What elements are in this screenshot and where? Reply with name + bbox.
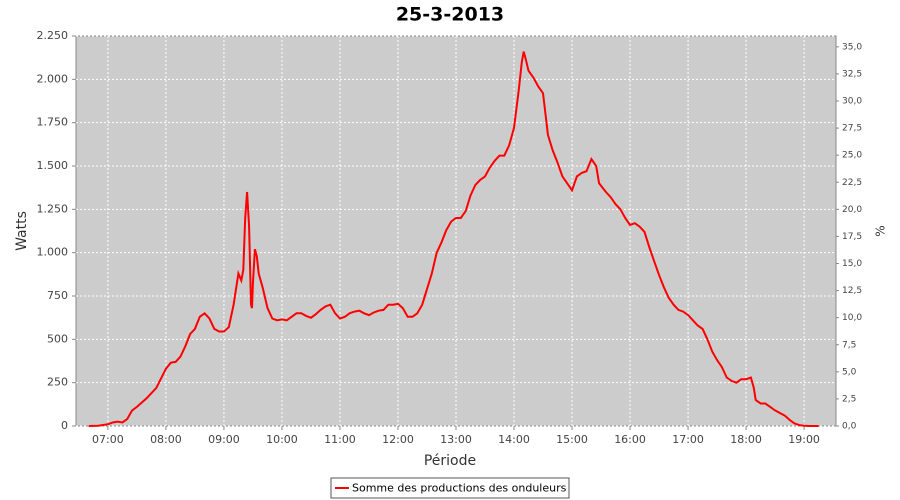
x-tick-label: 16:00 [614, 433, 646, 446]
y2-tick-label: 27,5 [842, 124, 862, 134]
y2-tick-label: 25,0 [842, 151, 862, 161]
y2-tick-label: 2,5 [842, 394, 856, 404]
y-tick-label: 500 [47, 332, 68, 345]
y-tick-label: 2.000 [37, 72, 69, 85]
y2-axis-label: % [874, 225, 888, 236]
y2-tick-label: 35,0 [842, 42, 862, 52]
chart-title: 25-3-2013 [396, 4, 504, 26]
y2-tick-label: 5,0 [842, 367, 857, 377]
y-tick-label: 0 [61, 419, 68, 432]
y2-tick-label: 15,0 [842, 259, 862, 269]
y2-tick-label: 12,5 [842, 286, 862, 296]
x-tick-label: 12:00 [382, 433, 414, 446]
x-tick-label: 15:00 [556, 433, 588, 446]
x-tick-label: 14:00 [498, 433, 530, 446]
x-tick-label: 09:00 [208, 433, 240, 446]
y-tick-label: 1.750 [37, 116, 69, 129]
x-tick-label: 07:00 [92, 433, 124, 446]
y-tick-label: 1.000 [37, 246, 69, 259]
y-tick-label: 1.500 [37, 159, 69, 172]
y2-tick-label: 22,5 [842, 178, 862, 188]
y2-tick-label: 20,0 [842, 205, 862, 215]
x-axis-label: Période [424, 453, 476, 469]
y-tick-label: 2.250 [37, 29, 69, 42]
y2-tick-label: 32,5 [842, 69, 862, 79]
x-tick-label: 10:00 [266, 433, 298, 446]
x-tick-label: 19:00 [788, 433, 820, 446]
legend-box [330, 477, 570, 499]
y2-tick-label: 0,0 [842, 422, 857, 432]
y2-tick-label: 7,5 [842, 340, 856, 350]
x-tick-label: 08:00 [150, 433, 182, 446]
y2-tick-label: 10,0 [842, 313, 862, 323]
y-tick-label: 250 [47, 376, 68, 389]
y2-tick-label: 17,5 [842, 232, 862, 242]
x-tick-label: 13:00 [440, 433, 472, 446]
x-tick-label: 11:00 [324, 433, 356, 446]
x-tick-label: 17:00 [672, 433, 704, 446]
y2-tick-label: 30,0 [842, 97, 862, 107]
y-tick-label: 750 [47, 289, 68, 302]
y-axis-label: Watts [14, 211, 30, 251]
x-tick-label: 18:00 [730, 433, 762, 446]
data-line [88, 51, 819, 427]
legend-label: Somme des productions des onduleurs [352, 482, 567, 495]
y-tick-label: 1.250 [37, 202, 69, 215]
